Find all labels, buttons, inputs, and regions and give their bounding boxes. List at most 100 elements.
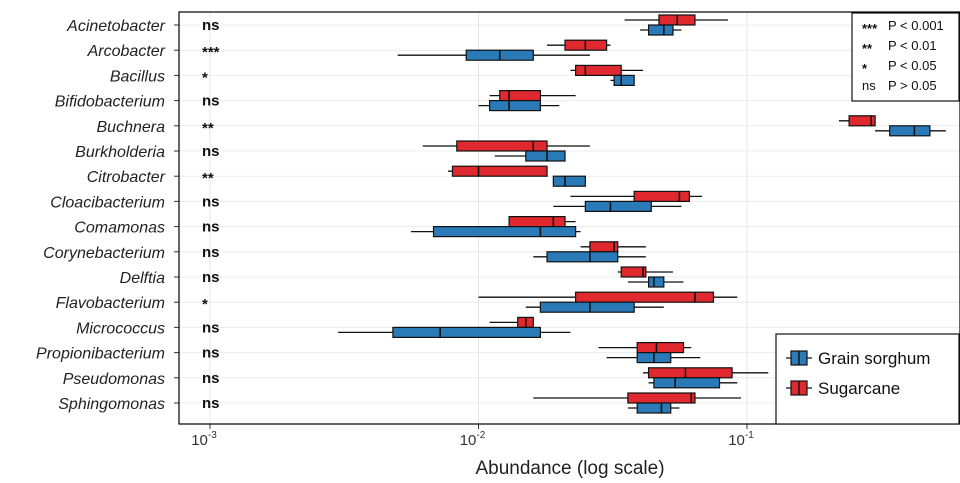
significance-label: **	[202, 120, 214, 137]
box-sugarcane	[489, 316, 534, 328]
box-grain-sorghum-iqr	[889, 125, 931, 137]
box-sugarcane	[598, 342, 692, 354]
box-sugarcane	[478, 291, 738, 303]
significance-label: ns	[202, 269, 220, 286]
genus-label: Arcobacter	[87, 43, 166, 60]
box-grain-sorghum-iqr	[653, 377, 721, 389]
box-grain-sorghum	[553, 200, 682, 212]
genus-label: Bacillus	[110, 68, 165, 85]
genus-label: Flavobacterium	[56, 295, 165, 312]
significance-legend-text: P < 0.001	[888, 18, 944, 33]
legend-label: Grain sorghum	[818, 349, 930, 368]
legend-item: Sugarcane	[786, 379, 900, 398]
box-grain-sorghum-iqr	[392, 326, 541, 338]
box-grain-sorghum-iqr	[546, 251, 619, 263]
significance-label: ns	[202, 345, 220, 362]
box-sugarcane	[570, 64, 644, 77]
box-sugarcane	[489, 89, 576, 102]
box-grain-sorghum	[875, 125, 946, 137]
box-sugarcane	[617, 266, 673, 278]
box-sugarcane-iqr	[499, 89, 541, 102]
box-grain-sorghum	[610, 74, 635, 87]
genus-label: Cloacibacterium	[50, 194, 165, 211]
box-sugarcane-iqr	[575, 64, 622, 77]
box-sugarcane	[570, 190, 703, 202]
box-sugarcane	[580, 241, 646, 253]
box-sugarcane-iqr	[456, 140, 548, 152]
significance-label: ns	[202, 319, 220, 336]
x-axis: 10-3 10-2 10-1	[191, 424, 754, 449]
genus-labels: Acinetobacter Arcobacter Bacillus Bifidobac…	[36, 18, 179, 413]
box-grain-sorghum-iqr	[647, 276, 665, 288]
significance-legend-symbol: *	[862, 61, 868, 76]
box-grain-sorghum	[606, 352, 701, 364]
genus-label: Buchnera	[97, 119, 166, 136]
significance-legend-text: P < 0.01	[888, 38, 937, 53]
significance-legend-box	[851, 12, 960, 102]
significance-label: ns	[202, 143, 220, 160]
box-grain-sorghum	[397, 49, 590, 61]
legend-label: Sugarcane	[818, 379, 900, 398]
box-sugarcane-iqr	[508, 216, 566, 228]
box-grain-sorghum	[494, 150, 566, 162]
x-axis-label: Abundance (log scale)	[475, 458, 664, 479]
series-legend: Grain sorghum Sugarcane	[775, 333, 960, 425]
significance-label: ns	[202, 93, 220, 110]
box-grain-sorghum	[552, 175, 586, 187]
box-grain-sorghum-iqr	[525, 150, 566, 162]
significance-legend-symbol: **	[862, 41, 873, 56]
box-sugarcane	[643, 367, 769, 379]
genus-label: Acinetobacter	[66, 18, 166, 35]
significance-legend-text: P < 0.05	[888, 58, 937, 73]
significance-label: ns	[202, 244, 220, 261]
box-grain-sorghum	[648, 377, 738, 389]
box-sugarcane-iqr	[636, 342, 685, 354]
box-sugarcane	[448, 165, 548, 177]
box-sugarcane-iqr	[620, 266, 647, 278]
genus-label: Micrococcus	[76, 320, 165, 337]
box-grain-sorghum	[338, 326, 571, 338]
significance-label: ns	[202, 219, 220, 236]
genus-label: Pseudomonas	[63, 371, 165, 388]
significance-legend-symbol: ns	[862, 78, 876, 93]
significance-label: ns	[202, 395, 220, 412]
genus-label: Corynebacterium	[43, 245, 165, 262]
significance-label: ***	[202, 44, 220, 61]
plot-panel-border	[178, 11, 960, 425]
significance-label: ns	[202, 193, 220, 210]
genus-label: Delftia	[120, 270, 165, 287]
box-sugarcane-iqr	[848, 115, 876, 127]
box-grain-sorghum-iqr	[613, 74, 635, 87]
box-grain-sorghum	[410, 226, 581, 238]
box-sugarcane-iqr	[575, 291, 715, 303]
box-grain-sorghum-iqr	[647, 24, 674, 36]
genus-label: Citrobacter	[87, 169, 166, 186]
genus-label: Burkholderia	[75, 144, 165, 161]
box-grain-sorghum-iqr	[539, 301, 635, 313]
significance-label: ns	[202, 370, 220, 387]
box-sugarcane	[547, 39, 611, 51]
box-grain-sorghum-iqr	[552, 175, 586, 187]
box-grain-sorghum	[478, 99, 560, 112]
significance-label: **	[202, 170, 214, 187]
significance-legend-symbol: ***	[862, 21, 878, 36]
boxplot-marks	[338, 14, 946, 414]
box-sugarcane	[533, 392, 742, 404]
box-sugarcane	[422, 140, 590, 152]
box-sugarcane	[624, 14, 729, 26]
box-sugarcane	[838, 115, 876, 127]
significance-label: ns	[202, 17, 220, 34]
genus-label: Sphingomonas	[58, 396, 165, 413]
box-grain-sorghum-iqr	[489, 99, 541, 112]
box-grain-sorghum	[640, 24, 682, 36]
genus-label: Bifidobacterium	[55, 94, 165, 111]
legend-item: Grain sorghum	[786, 349, 930, 368]
box-grain-sorghum	[627, 402, 680, 414]
box-grain-sorghum-iqr	[636, 402, 672, 414]
box-sugarcane-iqr	[451, 165, 548, 177]
box-sugarcane-iqr	[627, 392, 696, 404]
significance-label: *	[202, 69, 208, 86]
significance-legend-text: P > 0.05	[888, 78, 937, 93]
significance-label: *	[202, 296, 208, 313]
box-grain-sorghum-iqr	[432, 226, 577, 238]
